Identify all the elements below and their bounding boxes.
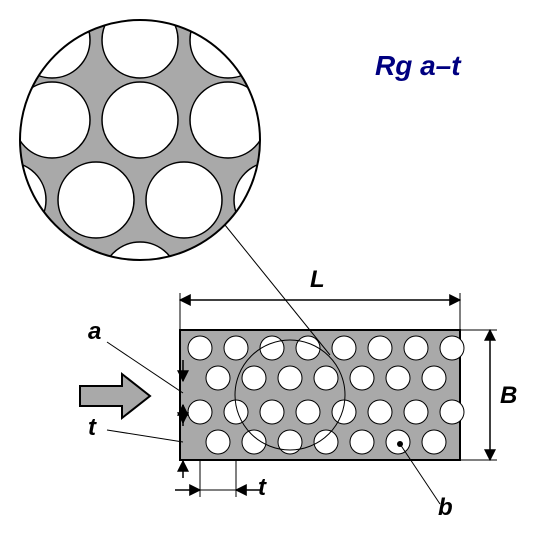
sheet-hole [278, 366, 302, 390]
sheet-hole [206, 430, 230, 454]
magnifier-hole [102, 242, 178, 318]
sheet-hole [188, 400, 212, 424]
dim-t-horizontal [175, 460, 261, 497]
sheet-hole [260, 336, 284, 360]
sheet-hole [260, 400, 284, 424]
magnifier-hole [102, 2, 178, 78]
sheet-hole [422, 430, 446, 454]
sheet-hole [404, 400, 428, 424]
diagram-canvas [0, 0, 550, 550]
magnifier-hole [14, 242, 90, 318]
magnifier-hole [234, 162, 310, 238]
direction-arrow [80, 374, 150, 418]
magnifier-hole [190, 82, 266, 158]
sheet-hole [404, 336, 428, 360]
magnifier-hole [14, 82, 90, 158]
dim-B [460, 330, 497, 460]
magnifier-hole [190, 242, 266, 318]
title: Rg a–t [375, 50, 461, 82]
leader-t [107, 430, 183, 442]
sheet-hole [314, 366, 338, 390]
sheet [180, 330, 464, 460]
label-a: a [88, 318, 101, 346]
sheet-hole [386, 366, 410, 390]
sheet-hole [224, 336, 248, 360]
sheet-hole [440, 336, 464, 360]
magnifier-hole [14, 2, 90, 78]
sheet-hole [350, 430, 374, 454]
sheet-hole [242, 366, 266, 390]
label-B: B [500, 382, 517, 410]
sheet-hole [296, 400, 320, 424]
sheet-hole [368, 400, 392, 424]
magnifier-hole [146, 162, 222, 238]
label-t-bottom: t [258, 474, 266, 502]
sheet-hole [422, 366, 446, 390]
sheet-hole [368, 336, 392, 360]
label-L: L [310, 266, 325, 294]
sheet-hole [206, 366, 230, 390]
sheet-hole [188, 336, 212, 360]
magnifier [0, 0, 310, 318]
magnifier-hole [58, 162, 134, 238]
sheet-hole [296, 336, 320, 360]
label-t-left: t [88, 414, 96, 442]
magnifier-hole [102, 82, 178, 158]
sheet-hole [350, 366, 374, 390]
label-b: b [438, 494, 453, 522]
sheet-hole [332, 336, 356, 360]
magnifier-hole [190, 2, 266, 78]
sheet-hole [440, 400, 464, 424]
dim-L [180, 293, 460, 330]
